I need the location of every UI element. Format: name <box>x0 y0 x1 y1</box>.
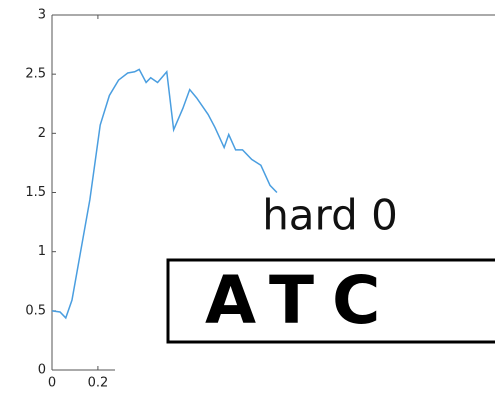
x-tick-label: 0 <box>48 376 56 391</box>
y-tick-label: 2 <box>38 126 46 141</box>
y-tick-label: 0.5 <box>25 303 46 318</box>
chart: 0 0.5 1 1.5 2 2.5 3 0 0.2 hard 0 ATC <box>0 0 495 398</box>
image-text: ATC <box>205 262 398 339</box>
y-tick-label: 1 <box>38 244 46 259</box>
y-tick-label: 2.5 <box>25 67 46 82</box>
y-tick-label: 1.5 <box>25 185 46 200</box>
y-tick-label: 3 <box>38 8 46 23</box>
y-tick-label: 0 <box>38 363 46 378</box>
annotation: hard 0 <box>262 191 398 240</box>
x-tick-label: 0.2 <box>88 376 109 391</box>
